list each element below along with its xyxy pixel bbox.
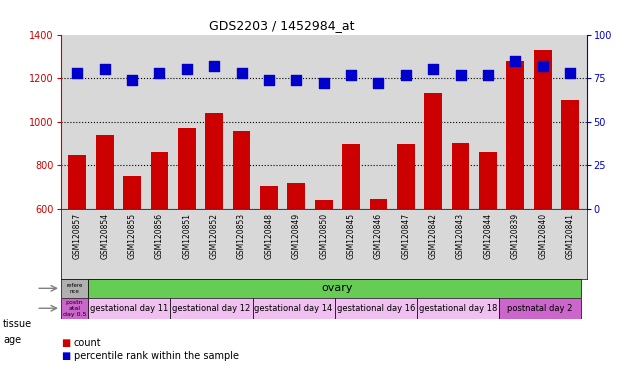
Point xyxy=(237,70,247,76)
Point xyxy=(291,77,301,83)
Text: ■: ■ xyxy=(61,338,70,348)
Text: GSM120855: GSM120855 xyxy=(128,212,137,259)
Text: postn
atal
day 0.5: postn atal day 0.5 xyxy=(63,300,87,316)
Bar xyxy=(534,50,552,209)
Point xyxy=(346,72,356,78)
Point xyxy=(127,77,137,83)
Point xyxy=(510,58,520,64)
Bar xyxy=(61,279,88,298)
Bar xyxy=(88,298,171,319)
Text: tissue: tissue xyxy=(3,319,32,329)
Text: gestational day 16: gestational day 16 xyxy=(337,304,415,313)
Bar xyxy=(506,61,524,209)
Bar xyxy=(287,183,305,209)
Text: GSM120857: GSM120857 xyxy=(73,212,82,259)
Point xyxy=(456,72,466,78)
Point xyxy=(538,63,548,69)
Text: GSM120845: GSM120845 xyxy=(347,212,356,259)
Text: GSM120839: GSM120839 xyxy=(511,212,520,259)
Bar xyxy=(397,144,415,209)
Text: postnatal day 2: postnatal day 2 xyxy=(507,304,572,313)
Point xyxy=(209,63,219,69)
Bar xyxy=(499,298,581,319)
Text: GSM120854: GSM120854 xyxy=(100,212,109,259)
Bar xyxy=(342,144,360,209)
Text: gestational day 18: gestational day 18 xyxy=(419,304,497,313)
Text: ovary: ovary xyxy=(322,283,353,293)
Bar xyxy=(424,93,442,209)
Point xyxy=(72,70,83,76)
Bar xyxy=(205,113,223,209)
Bar xyxy=(335,298,417,319)
Text: gestational day 11: gestational day 11 xyxy=(90,304,169,313)
Point xyxy=(401,72,411,78)
Bar xyxy=(61,298,88,319)
Bar xyxy=(417,298,499,319)
Text: GSM120849: GSM120849 xyxy=(292,212,301,259)
Text: GSM120852: GSM120852 xyxy=(210,212,219,258)
Bar xyxy=(561,100,579,209)
Point xyxy=(483,72,493,78)
Point xyxy=(319,80,329,86)
Bar xyxy=(171,298,253,319)
Text: GSM120846: GSM120846 xyxy=(374,212,383,259)
Text: GSM120844: GSM120844 xyxy=(483,212,492,259)
Bar xyxy=(178,128,196,209)
Text: GSM120848: GSM120848 xyxy=(265,212,274,258)
Title: GDS2203 / 1452984_at: GDS2203 / 1452984_at xyxy=(209,19,354,32)
Text: GSM120842: GSM120842 xyxy=(429,212,438,258)
Text: refere
nce: refere nce xyxy=(67,283,83,294)
Text: gestational day 14: gestational day 14 xyxy=(254,304,333,313)
Point xyxy=(428,66,438,73)
Text: GSM120853: GSM120853 xyxy=(237,212,246,259)
Point xyxy=(373,80,383,86)
Bar xyxy=(69,154,87,209)
Text: GSM120850: GSM120850 xyxy=(319,212,328,259)
Point xyxy=(154,70,165,76)
Text: gestational day 12: gestational day 12 xyxy=(172,304,251,313)
Text: ■: ■ xyxy=(61,351,70,361)
Text: percentile rank within the sample: percentile rank within the sample xyxy=(74,351,238,361)
Bar xyxy=(233,131,251,209)
Point xyxy=(565,70,575,76)
Bar xyxy=(96,135,113,209)
Text: GSM120856: GSM120856 xyxy=(155,212,164,259)
Text: age: age xyxy=(3,335,21,345)
Bar xyxy=(260,186,278,209)
Bar xyxy=(151,152,169,209)
Bar xyxy=(479,152,497,209)
Bar xyxy=(123,176,141,209)
Text: GSM120843: GSM120843 xyxy=(456,212,465,259)
Point xyxy=(264,77,274,83)
Bar xyxy=(315,200,333,209)
Text: GSM120847: GSM120847 xyxy=(401,212,410,259)
Text: GSM120851: GSM120851 xyxy=(182,212,191,258)
Bar xyxy=(253,298,335,319)
Bar xyxy=(370,199,387,209)
Point xyxy=(99,66,110,73)
Text: GSM120840: GSM120840 xyxy=(538,212,547,259)
Bar xyxy=(452,142,469,209)
Text: count: count xyxy=(74,338,101,348)
Text: GSM120841: GSM120841 xyxy=(565,212,574,258)
Point xyxy=(181,66,192,73)
